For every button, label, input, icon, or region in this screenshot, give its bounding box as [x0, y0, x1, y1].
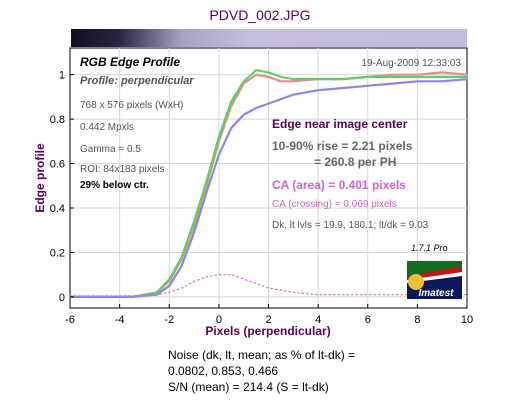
ca-crossing: CA (crossing) = 0.069 pixels [272, 199, 397, 210]
x-tick-label: 6 [365, 314, 371, 326]
x-tick-label: -6 [65, 314, 75, 326]
rise-line-2: = 260.8 per PH [314, 155, 396, 169]
y-tick-label: 0.2 [50, 247, 65, 259]
series-line-1 [68, 69, 469, 298]
x-axis-title: Pixels (perpendicular) [205, 324, 330, 338]
edge-heading: Edge near image center [272, 117, 408, 131]
logo-text: Imatest [418, 288, 454, 299]
x-tick-label: -2 [164, 314, 174, 326]
x-tick-label: 0 [216, 314, 222, 326]
y-tick-label: 0.4 [50, 203, 65, 215]
info-line: ROI: 84x183 pixels [80, 164, 165, 175]
y-axis-ticks: 0 0.2 0.4 0.6 0.8 1 [50, 70, 74, 304]
info-line: 768 x 576 pixels (WxH) [80, 100, 183, 111]
noise-stats: Noise (dk, lt, mean; as % of lt-dk) = 0.… [168, 347, 355, 395]
y-tick-label: 0.6 [50, 159, 65, 171]
file-title: PDVD_002.JPG [209, 7, 310, 23]
plot-subtitle: Profile: perpendicular [80, 75, 194, 87]
y-axis-title: Edge profile [33, 143, 47, 213]
noise-line-1: Noise (dk, lt, mean; as % of lt-dk) = [168, 348, 356, 362]
y-tick-label: 0.8 [50, 114, 65, 126]
x-axis-ticks: -6 -4 -2 0 2 4 6 8 10 [65, 304, 473, 326]
ca-area: CA (area) = 0.401 pixels [272, 178, 406, 192]
noise-line-2: 0.0802, 0.853, 0.466 [168, 364, 279, 378]
info-line-bold: 29% below ctr. [80, 180, 149, 191]
x-tick-label: -4 [115, 314, 125, 326]
noise-line-3: S/N (mean) = 214.4 (S = lt-dk) [168, 380, 329, 394]
x-tick-label: 10 [461, 314, 473, 326]
version-label: 1.7.1 Pro [411, 243, 448, 253]
series-line-3 [69, 274, 468, 297]
x-tick-label: 4 [315, 314, 321, 326]
rise-line-1: 10-90% rise = 2.21 pixels [272, 139, 413, 153]
timestamp: 19-Aug-2009 12:33:03 [361, 58, 461, 69]
x-tick-label: 8 [414, 314, 420, 326]
edge-curves [68, 69, 469, 298]
series-line-2 [68, 77, 469, 298]
info-line: Gamma = 0.5 [80, 144, 141, 155]
y-tick-label: 1 [59, 70, 65, 82]
info-line: 0.442 Mpxls [80, 122, 134, 133]
tone-gradient-bar [71, 29, 467, 47]
dk-levels: Dk, lt lvls = 19.9, 180.1; lt/dk = 9.03 [272, 220, 429, 231]
y-tick-label: 0 [59, 292, 65, 304]
imatest-logo: Imatest [407, 261, 462, 299]
plot-title: RGB Edge Profile [80, 55, 180, 69]
x-tick-label: 2 [265, 314, 271, 326]
